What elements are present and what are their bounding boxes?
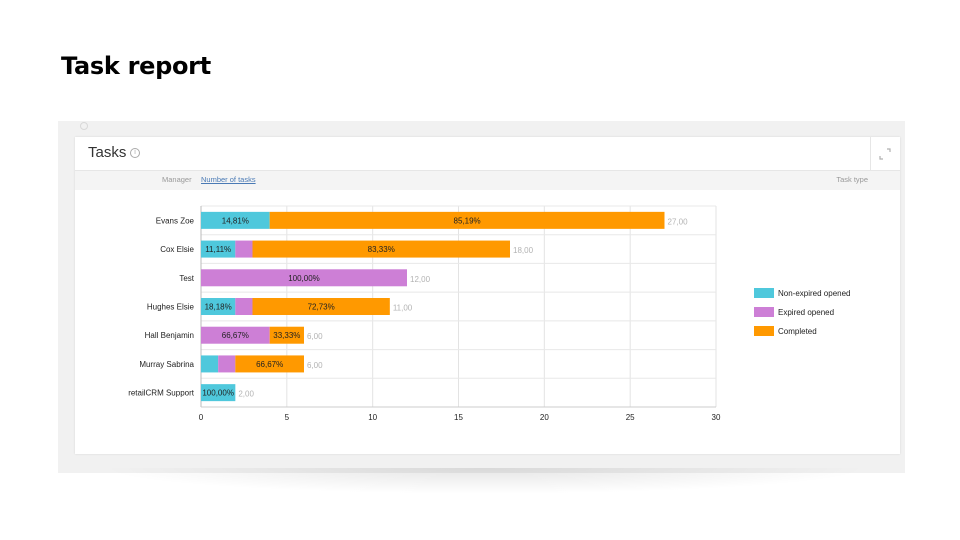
card-header: Tasks i	[75, 137, 900, 171]
bar-segment	[201, 240, 236, 258]
segment-label: 66,67%	[256, 360, 283, 369]
bar-segment	[201, 269, 407, 287]
manager-filter-label: Manager	[162, 175, 192, 184]
segment-label: 33,33%	[273, 331, 300, 340]
frame-dot	[80, 122, 88, 130]
legend-swatch	[754, 326, 774, 336]
bar-segment	[201, 211, 270, 229]
legend-label: Completed	[778, 327, 817, 336]
expand-icon[interactable]	[878, 147, 892, 161]
segment-label: 14,81%	[222, 216, 249, 225]
filter-bar: Manager Number of tasks Task type	[75, 171, 900, 190]
total-label: 6,00	[307, 361, 323, 370]
segment-label: 11,11%	[205, 245, 231, 254]
segment-label: 72,73%	[308, 303, 335, 312]
x-tick-label: 15	[454, 413, 463, 422]
legend-label: Non-expired opened	[778, 289, 851, 298]
x-tick-label: 30	[712, 413, 721, 422]
category-label: Hughes Elsie	[147, 303, 195, 312]
slide-title: Task report	[61, 52, 211, 80]
legend-swatch	[754, 288, 774, 298]
segment-label: 66,67%	[222, 331, 249, 340]
bar-segment	[218, 355, 236, 373]
category-label: Evans Zoe	[156, 216, 195, 225]
info-icon[interactable]: i	[130, 148, 140, 158]
bar-segment	[201, 298, 236, 315]
bar-segment	[269, 326, 304, 344]
frame-shadow	[100, 468, 870, 494]
bar-segment	[201, 326, 270, 344]
legend-label: Expired opened	[778, 308, 835, 317]
task-type-label[interactable]: Task type	[836, 175, 868, 184]
bar-segment	[201, 384, 236, 402]
bar-segment	[235, 298, 253, 315]
category-label: Hall Benjamin	[145, 331, 194, 340]
category-label: Cox Elsie	[160, 245, 194, 254]
total-label: 12,00	[410, 275, 431, 284]
segment-label: 85,19%	[454, 216, 481, 225]
category-label: retailCRM Support	[128, 389, 195, 398]
segment-label: 100,00%	[202, 389, 234, 398]
x-tick-label: 25	[626, 413, 635, 422]
segment-label: 18,18%	[205, 303, 232, 312]
number-of-tasks-link[interactable]: Number of tasks	[201, 175, 256, 184]
category-label: Murray Sabrina	[139, 360, 194, 369]
bar-segment	[235, 240, 253, 258]
bar-segment	[201, 355, 219, 373]
total-label: 27,00	[668, 217, 689, 226]
bar-segment	[235, 355, 304, 373]
legend-swatch	[754, 307, 774, 317]
category-label: Test	[179, 274, 194, 283]
x-tick-label: 10	[368, 413, 377, 422]
segment-label: 83,33%	[368, 245, 395, 254]
segment-label: 100,00%	[288, 274, 320, 283]
total-label: 2,00	[238, 390, 254, 399]
x-tick-label: 20	[540, 413, 549, 422]
total-label: 11,00	[393, 304, 413, 313]
total-label: 18,00	[513, 246, 534, 255]
x-tick-label: 5	[285, 413, 290, 422]
x-tick-label: 0	[199, 413, 204, 422]
bar-segment	[252, 298, 390, 315]
card-title: Tasks	[88, 144, 127, 161]
total-label: 6,00	[307, 332, 323, 341]
bar-segment	[269, 211, 665, 229]
header-divider	[870, 137, 871, 170]
bar-segment	[252, 240, 510, 258]
